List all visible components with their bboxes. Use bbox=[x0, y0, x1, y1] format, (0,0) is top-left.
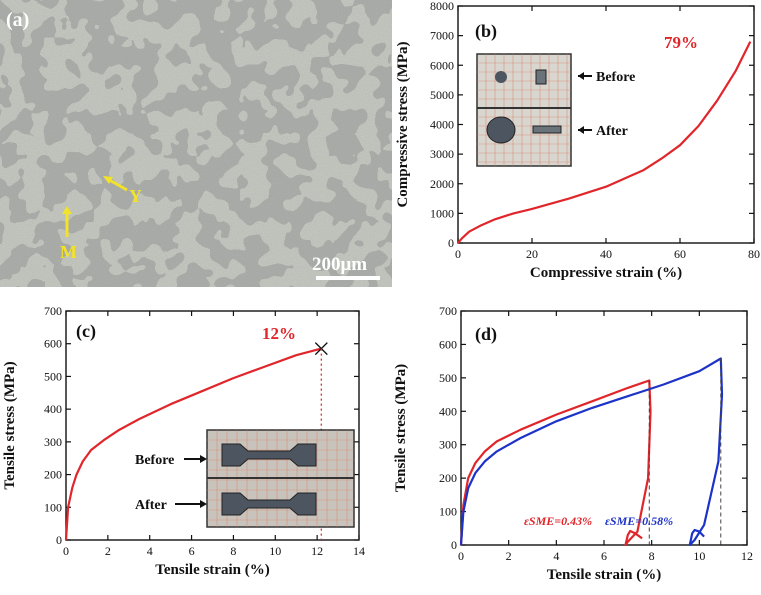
y-tick-label: 600 bbox=[44, 337, 62, 351]
x-tick-label: 6 bbox=[189, 544, 195, 558]
plot-frame bbox=[460, 310, 748, 546]
x-tick-label: 4 bbox=[553, 549, 559, 563]
y-tick-label: 1000 bbox=[430, 206, 454, 220]
phase-label-m: M bbox=[60, 242, 77, 262]
sample-before-top bbox=[495, 71, 507, 83]
sample-after-top bbox=[486, 116, 516, 144]
y-axis-label: Tensile stress (MPa) bbox=[393, 364, 409, 492]
y-tick-label: 100 bbox=[44, 500, 62, 514]
y-tick-label: 300 bbox=[439, 438, 457, 452]
y-tick-label: 0 bbox=[56, 533, 62, 547]
x-tick-label: 20 bbox=[526, 247, 538, 261]
y-tick-label: 3000 bbox=[430, 147, 454, 161]
compression-chart: 0 20 40 60 80 0 1000 2000 3000 4000 5000 6000 7000 80… bbox=[395, 0, 760, 281]
y-tick-label: 500 bbox=[439, 371, 457, 385]
tensile-chart-panel: 0 2 4 6 8 10 12 14 0 100 200 300 400 500 600 700 Tensile… bbox=[0, 296, 380, 590]
panel-b-label: (b) bbox=[475, 21, 497, 42]
y-tick-label: 300 bbox=[44, 435, 62, 449]
y-tick-label: 400 bbox=[439, 404, 457, 418]
x-axis-label: Compressive strain (%) bbox=[530, 265, 682, 281]
y-tick-label: 0 bbox=[448, 236, 454, 250]
micrograph-svg: (a) Y M 200μm bbox=[0, 0, 392, 287]
y-tick-label: 400 bbox=[44, 402, 62, 416]
series-line-0 bbox=[459, 379, 652, 547]
dogbone-after bbox=[221, 492, 317, 516]
y-tick-label: 700 bbox=[439, 304, 457, 318]
after-arrow-head bbox=[200, 500, 207, 508]
inset-after-label: After bbox=[596, 124, 628, 139]
sample-after-side bbox=[532, 125, 562, 134]
sme-red-annotation: εSME=0.43% bbox=[524, 514, 592, 528]
elongation-annotation: 12% bbox=[262, 324, 296, 343]
micrograph-panel: (a) Y M 200μm bbox=[0, 0, 392, 287]
y-tick-label: 100 bbox=[439, 505, 457, 519]
y-tick-label: 4000 bbox=[430, 118, 454, 132]
arrow-y-head bbox=[103, 176, 113, 184]
x-tick-label: 0 bbox=[63, 544, 69, 558]
x-tick-label: 14 bbox=[353, 544, 365, 558]
y-tick-label: 600 bbox=[439, 337, 457, 351]
y-tick-label: 200 bbox=[44, 468, 62, 482]
x-tick-label: 80 bbox=[748, 247, 760, 261]
panel-d-label: (d) bbox=[475, 324, 497, 345]
tensile-chart: 0 2 4 6 8 10 12 14 0 100 200 300 400 500 600 700 Tensile… bbox=[2, 304, 365, 578]
inset-before-label: Before bbox=[135, 453, 174, 468]
x-tick-label: 10 bbox=[269, 544, 281, 558]
scale-bar-label: 200μm bbox=[312, 254, 367, 275]
x-axis-label: Tensile strain (%) bbox=[547, 567, 661, 583]
panel-a-label: (a) bbox=[6, 9, 29, 31]
inset-after-label: After bbox=[135, 498, 167, 513]
before-arrow-head bbox=[578, 72, 584, 80]
series-line-0 bbox=[457, 41, 752, 244]
x-tick-label: 12 bbox=[311, 544, 323, 558]
x-tick-label: 8 bbox=[649, 549, 655, 563]
y-axis-label: Tensile stress (MPa) bbox=[2, 361, 18, 489]
x-tick-label: 0 bbox=[458, 549, 464, 563]
micrograph-phase-texture bbox=[0, 0, 392, 287]
sme-chart-panel: 0 2 4 6 8 10 12 0 100 200 300 400 500 600 700 Tensile s… bbox=[380, 296, 761, 590]
y-tick-label: 7000 bbox=[430, 29, 454, 43]
compression-chart-panel: 0 20 40 60 80 0 1000 2000 3000 4000 5000 6000 7000 80… bbox=[393, 0, 761, 295]
y-tick-label: 6000 bbox=[430, 58, 454, 72]
x-tick-label: 10 bbox=[693, 549, 705, 563]
max-strain-annotation: 79% bbox=[664, 33, 698, 52]
x-tick-label: 6 bbox=[601, 549, 607, 563]
dogbone-before bbox=[221, 443, 317, 467]
x-tick-label: 2 bbox=[105, 544, 111, 558]
panel-c-label: (c) bbox=[76, 321, 96, 342]
x-axis-label: Tensile strain (%) bbox=[155, 562, 269, 578]
inset-tensile-samples: Before After bbox=[135, 429, 355, 528]
inset-compression-samples: Before After bbox=[476, 53, 635, 167]
y-tick-label: 200 bbox=[439, 471, 457, 485]
x-tick-label: 8 bbox=[230, 544, 236, 558]
series-line-1 bbox=[459, 357, 724, 547]
plot-frame bbox=[65, 310, 360, 541]
y-tick-label: 500 bbox=[44, 369, 62, 383]
x-tick-label: 12 bbox=[741, 549, 753, 563]
y-tick-label: 5000 bbox=[430, 88, 454, 102]
before-arrow-head bbox=[200, 455, 207, 463]
phase-label-y: Y bbox=[129, 186, 142, 206]
y-axis-label: Compressive stress (MPa) bbox=[395, 41, 411, 207]
sme-blue-annotation: εSME=0.58% bbox=[605, 514, 673, 528]
arrow-m-head bbox=[62, 206, 72, 214]
scale-bar bbox=[316, 276, 380, 280]
inset-before-label: Before bbox=[596, 70, 635, 85]
x-tick-label: 2 bbox=[506, 549, 512, 563]
x-tick-label: 0 bbox=[455, 247, 461, 261]
series-line-0 bbox=[64, 347, 322, 541]
y-tick-label: 0 bbox=[451, 538, 457, 552]
x-tick-label: 60 bbox=[674, 247, 686, 261]
y-tick-label: 2000 bbox=[430, 177, 454, 191]
y-tick-label: 700 bbox=[44, 304, 62, 318]
x-tick-label: 4 bbox=[147, 544, 153, 558]
sample-before-side bbox=[535, 69, 547, 85]
y-tick-label: 8000 bbox=[430, 0, 454, 13]
x-tick-label: 40 bbox=[600, 247, 612, 261]
inset-frame bbox=[476, 53, 572, 167]
after-arrow-head bbox=[578, 126, 584, 134]
sme-chart: 0 2 4 6 8 10 12 0 100 200 300 400 500 600 700 Tensile s… bbox=[393, 304, 753, 583]
